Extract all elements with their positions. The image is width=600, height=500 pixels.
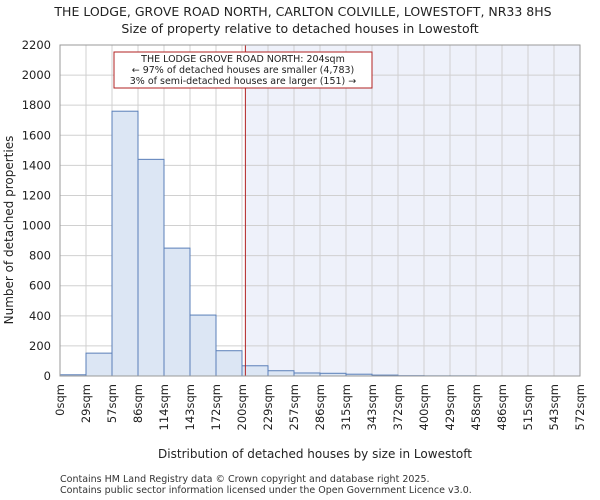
- y-tick-label: 600: [29, 279, 51, 293]
- x-tick-label: 229sqm: [261, 384, 275, 430]
- annotation-box: THE LODGE GROVE ROAD NORTH: 204sqm ← 97%…: [113, 51, 373, 89]
- y-tick-label: 0: [44, 369, 51, 383]
- y-tick-label: 2000: [22, 68, 51, 82]
- y-tick-label: 200: [29, 339, 51, 353]
- x-tick-label: 486sqm: [495, 384, 509, 430]
- x-tick-label: 458sqm: [469, 384, 483, 430]
- bar: [163, 247, 191, 377]
- annotation-line-1: THE LODGE GROVE ROAD NORTH: 204sqm: [140, 54, 345, 65]
- x-axis-ticks: 0sqm 29sqm 57sqm 86sqm 114sqm 143sqm 172sqm 200…: [53, 384, 587, 430]
- y-tick-label: 1200: [22, 188, 51, 202]
- x-tick-label: 400sqm: [417, 384, 431, 430]
- x-tick-label: 315sqm: [339, 384, 353, 430]
- bar: [85, 352, 113, 377]
- y-tick-label: 1600: [22, 128, 51, 142]
- x-tick-label: 257sqm: [287, 384, 301, 430]
- x-tick-label: 286sqm: [313, 384, 327, 430]
- x-tick-label: 57sqm: [105, 384, 119, 423]
- x-axis-label: Distribution of detached houses by size …: [158, 447, 472, 461]
- y-tick-label: 1000: [22, 219, 51, 233]
- annotation-frame: [113, 51, 373, 89]
- y-tick-label: 2200: [22, 38, 51, 52]
- footer-attribution-1: Contains HM Land Registry data © Crown c…: [60, 474, 430, 485]
- y-tick-label: 800: [29, 249, 51, 263]
- x-tick-label: 343sqm: [365, 384, 379, 430]
- x-tick-label: 515sqm: [521, 384, 535, 430]
- x-tick-label: 372sqm: [391, 384, 405, 430]
- chart-title: THE LODGE, GROVE ROAD NORTH, CARLTON COL…: [53, 4, 551, 19]
- y-axis-label: Number of detached properties: [2, 136, 16, 325]
- x-tick-label: 172sqm: [209, 384, 223, 430]
- bar: [189, 314, 217, 377]
- x-tick-label: 572sqm: [573, 384, 587, 430]
- x-tick-label: 200sqm: [235, 384, 249, 430]
- bar: [215, 350, 243, 377]
- y-tick-label: 400: [29, 309, 51, 323]
- x-tick-label: 543sqm: [547, 384, 561, 430]
- bar: [111, 110, 139, 377]
- x-tick-label: 86sqm: [131, 384, 145, 423]
- annotation-line-3: 3% of semi-detached houses are larger (1…: [130, 76, 357, 87]
- y-tick-label: 1400: [22, 158, 51, 172]
- x-tick-label: 0sqm: [53, 384, 67, 416]
- y-axis-ticks: 0 200 400 600 800 1000 1200 1400 1600 1800 2000 220…: [22, 38, 51, 383]
- y-tick-label: 1800: [22, 98, 51, 112]
- x-tick-label: 143sqm: [183, 384, 197, 430]
- bar: [267, 370, 295, 377]
- bars: [59, 110, 477, 377]
- x-tick-label: 429sqm: [443, 384, 457, 430]
- x-tick-label: 29sqm: [79, 384, 93, 423]
- chart-subtitle: Size of property relative to detached ho…: [121, 21, 478, 36]
- annotation-line-2: ← 97% of detached houses are smaller (4,…: [132, 65, 355, 76]
- property-region-highlight: [245, 45, 580, 376]
- plot-frame: [59, 44, 581, 377]
- x-tick-label: 114sqm: [157, 384, 171, 430]
- footer-attribution-2: Contains public sector information licen…: [60, 485, 472, 496]
- bar: [241, 365, 269, 377]
- bar: [137, 158, 165, 377]
